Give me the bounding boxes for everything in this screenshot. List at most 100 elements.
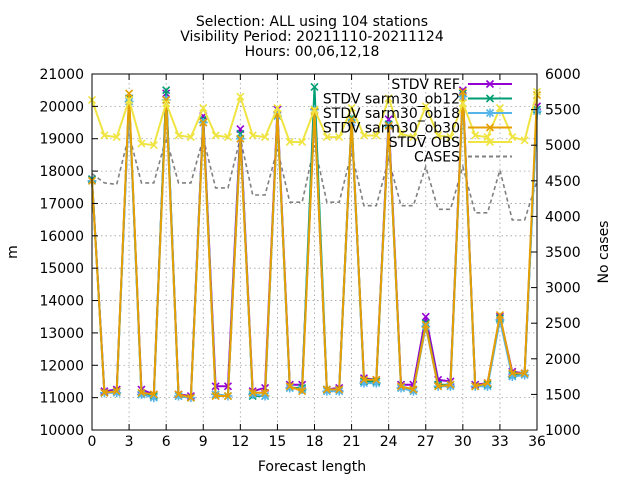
chart-title-line-3: Hours: 00,06,12,18 (245, 44, 380, 60)
x-tick-label: 27 (417, 434, 435, 450)
point-marker (260, 133, 270, 142)
point-marker (162, 95, 171, 104)
y-tick-label: 20000 (39, 99, 84, 115)
point-marker (485, 137, 495, 147)
point-marker (211, 391, 220, 401)
point-marker (359, 131, 369, 140)
y-tick-label: 13000 (39, 326, 84, 342)
point-marker (485, 79, 495, 89)
x-tick-label: 24 (380, 434, 398, 450)
point-marker (384, 94, 393, 103)
x-tick-label: 12 (231, 434, 249, 450)
point-marker (125, 95, 134, 104)
point-marker (458, 99, 467, 108)
y-tick-label: 18000 (39, 164, 84, 180)
point-marker (520, 136, 529, 145)
series-line (91, 134, 538, 221)
point-marker (223, 391, 233, 401)
legend-label: STDV REF (391, 77, 460, 93)
point-marker (359, 375, 369, 384)
legend-label: STDV sarm30_ob18 (323, 106, 460, 122)
point-marker (384, 121, 393, 130)
point-marker (137, 388, 146, 397)
point-marker (347, 103, 356, 113)
point-marker (199, 118, 208, 127)
point-marker (434, 131, 443, 140)
point-marker (495, 311, 504, 320)
point-marker (112, 133, 121, 142)
point-marker (236, 134, 245, 143)
point-marker (471, 131, 480, 140)
y2-tick-label: 3000 (545, 281, 581, 297)
x-tick-label: 36 (528, 434, 546, 450)
x-tick-label: 3 (125, 434, 134, 450)
point-marker (298, 387, 307, 396)
x-tick-label: 15 (269, 434, 287, 450)
point-marker (322, 133, 331, 142)
y-axis-label: m (5, 245, 21, 259)
series-layer (87, 82, 542, 403)
point-marker (100, 131, 109, 140)
point-marker (508, 369, 517, 378)
y2-tick-label: 1500 (545, 387, 581, 403)
y-tick-label: 15000 (39, 261, 84, 277)
point-marker (273, 103, 282, 113)
y2-tick-label: 6000 (545, 67, 581, 83)
y-tick-label: 16000 (39, 229, 84, 245)
point-marker (421, 312, 430, 321)
point-marker (434, 382, 443, 391)
x-tick-label: 33 (491, 434, 509, 450)
point-marker (446, 133, 455, 142)
chart-title-line-2: Visibility Period: 20211110-20211124 (180, 29, 444, 45)
point-marker (285, 137, 294, 147)
point-marker (310, 105, 319, 114)
point-marker (310, 82, 319, 92)
point-marker (396, 129, 406, 138)
legend-label: STDV sarm30_ob30 (323, 121, 460, 137)
point-marker (125, 89, 134, 98)
point-marker (137, 139, 146, 148)
point-marker (174, 390, 183, 399)
point-marker (485, 94, 495, 103)
point-marker (458, 86, 467, 95)
point-marker (162, 86, 171, 95)
y-tick-label: 17000 (39, 196, 84, 212)
x-tick-label: 6 (162, 434, 171, 450)
point-marker (483, 133, 492, 142)
y-tick-label: 14000 (39, 294, 84, 310)
point-marker (248, 131, 257, 140)
x-tick-label: 30 (454, 434, 472, 450)
y-tick-label: 10000 (39, 423, 84, 439)
chart-title-line-1: Selection: ALL using 104 stations (196, 14, 428, 30)
point-marker (421, 102, 430, 111)
point-marker (471, 382, 480, 391)
point-marker (372, 375, 381, 384)
point-marker (347, 115, 356, 124)
point-marker (372, 131, 381, 140)
point-marker (421, 320, 430, 329)
point-marker (335, 133, 344, 142)
y2-tick-label: 4500 (545, 174, 581, 190)
point-marker (199, 103, 208, 113)
point-marker (458, 87, 467, 96)
y2-tick-label: 5000 (545, 138, 581, 154)
series-cases (91, 134, 538, 221)
y2-tick-label: 5500 (545, 103, 581, 119)
point-marker (100, 388, 109, 397)
legend-label: STDV OBS (389, 135, 460, 151)
legend-label: STDV sarm30_ob12 (323, 92, 460, 108)
point-marker (285, 382, 294, 391)
y2-tick-label: 2000 (545, 352, 581, 368)
y-tick-label: 11000 (39, 391, 84, 407)
point-marker (298, 137, 307, 147)
x-tick-label: 9 (199, 434, 208, 450)
point-marker (409, 385, 418, 394)
point-marker (483, 379, 492, 388)
x-tick-label: 21 (343, 434, 361, 450)
point-marker (112, 387, 121, 396)
y-tick-label: 19000 (39, 132, 84, 148)
point-marker (260, 388, 270, 397)
x-tick-label: 0 (88, 434, 97, 450)
